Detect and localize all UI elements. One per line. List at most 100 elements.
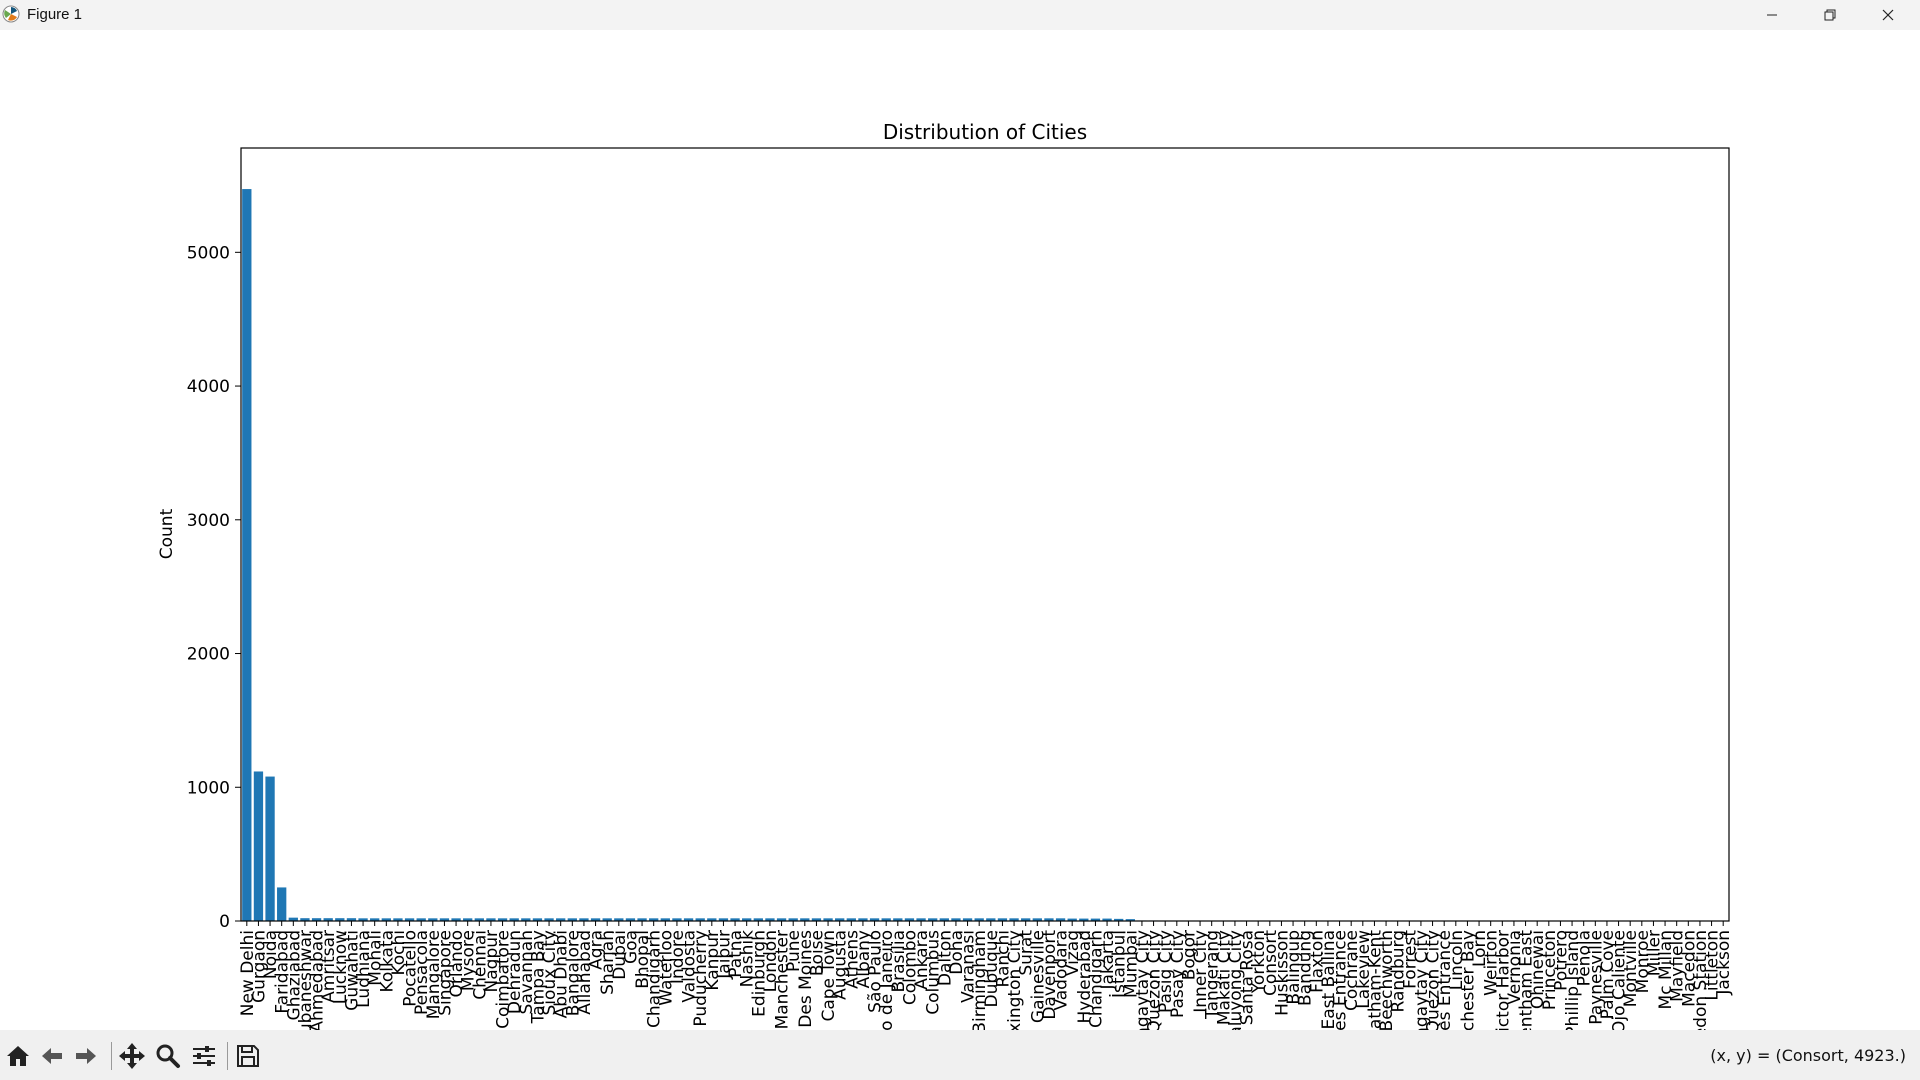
bar-28 [567,918,577,921]
x-tick-label: Chennai [470,930,490,1000]
x-tick-label: Allahabad [575,930,595,1015]
x-tick-label: Winchester Bay [1458,930,1478,1030]
x-tick-label: Patna [726,930,746,978]
x-tick-label: Mohali [366,930,386,986]
x-tick-label: Valdosta [680,930,700,1003]
minimize-button[interactable] [1743,0,1801,30]
bar-68 [1032,918,1042,921]
x-tick-label: Columbus [924,930,944,1015]
x-tick-label: Yorkton [1249,930,1269,994]
bar-55 [881,918,891,921]
x-tick-label: Amritsar [319,930,339,1003]
bar-57 [904,918,915,921]
forward-button[interactable] [72,1042,100,1070]
bar-20 [474,918,484,921]
bar-21 [486,918,496,921]
x-tick-label: Lucknow [331,930,351,1004]
x-tick-label: Montville [1621,930,1641,1007]
close-button[interactable] [1859,0,1917,30]
x-tick-label: Gainesville [1028,930,1048,1023]
x-tick-label: Jackson [1714,930,1734,996]
x-tick-label: Tangerang [1203,930,1223,1020]
back-button[interactable] [38,1042,66,1070]
toolbar-separator [227,1042,228,1070]
bar-69 [1044,918,1054,921]
x-tick-label: Bandung [1296,930,1316,1006]
x-tick-label: Pasay City [1168,930,1188,1018]
x-tick-label: Dubai [610,930,630,980]
x-tick-label: Vadodara [1052,930,1072,1011]
bar-58 [916,918,926,921]
bar-32 [614,918,624,921]
x-tick-label: Singapore [435,930,455,1016]
window-title-bar: Figure 1 [0,0,1920,30]
x-tick-label: Beechworth [1377,930,1397,1030]
bar-47 [788,918,798,921]
x-tick-label: Coimbatore [494,930,514,1029]
x-tick-label: Victor Harbor [1493,930,1513,1030]
bar-72 [1079,918,1089,921]
x-tick-label: Pune [784,930,804,972]
x-tick-label: Manchester [773,930,793,1029]
x-tick-label: Varanasi [959,930,979,1003]
bar-60 [939,918,949,921]
x-tick-label: Edinburgh [749,930,769,1017]
x-tick-label: Lakes Entrance [1435,930,1455,1030]
close-icon [1882,9,1894,21]
x-tick-label: Phillip Island [1563,930,1583,1030]
x-tick-label: Doha [947,930,967,975]
x-tick-label: Cape Town [819,930,839,1022]
x-tick-label: São Paulo [866,930,886,1013]
x-tick-label: Balingup [1284,930,1304,1005]
pan-icon [119,1043,145,1069]
x-tick-label: Davenport [1040,930,1060,1020]
x-tick-label: Mayfield [1668,930,1688,1002]
bar-18 [451,918,461,921]
x-tick-label: Sioux City [540,930,560,1015]
x-tick-label: Indore [668,930,688,984]
x-tick-label: New Delhi [238,930,258,1016]
bar-38 [683,918,694,921]
bar-7 [323,918,333,921]
x-tick-label: Jaipur [714,930,734,980]
x-tick-label: Inner City [1191,930,1211,1013]
x-tick-label: Lexington City [1005,930,1025,1030]
x-tick-label: Bhopal [633,930,653,989]
bar-27 [556,918,566,921]
x-tick-label: Ranchi [993,930,1013,987]
x-tick-label: Lincoln [1447,930,1467,990]
bar-50 [823,918,833,921]
x-tick-label: Quezon City [1424,930,1444,1030]
x-tick-label: Weirton [1482,930,1502,996]
bar-34 [637,918,647,921]
bar-66 [1009,918,1019,921]
navigation-toolbar: (x, y) = (Consort, 4923.) [0,1030,1920,1080]
x-tick-label: Birmingham [970,930,990,1030]
x-tick-label: Dubuque [982,930,1002,1007]
restore-button[interactable] [1801,0,1859,30]
restore-icon [1824,9,1836,21]
bar-76 [1125,919,1135,921]
zoom-button[interactable] [154,1042,182,1070]
home-button[interactable] [4,1042,32,1070]
bar-59 [928,918,938,921]
x-tick-label: Bangalore [563,930,583,1016]
figure-canvas[interactable]: 0 1000 2000 3000 4000 5000 New Delhi Gurgaon No… [0,30,1920,1080]
bar-54 [869,918,880,921]
save-icon [237,1045,259,1067]
bar-40 [707,918,717,921]
x-tick-label: Makati City [1214,930,1234,1025]
x-tick-label: Rio de Janeiro [877,930,897,1030]
bar-61 [951,918,961,921]
x-tick-label: Ohinewai [1528,930,1548,1009]
x-tick-label: Sharjah [598,930,618,995]
x-tick-label: Mc Millan [1656,930,1676,1009]
configure-subplots-button[interactable] [190,1042,218,1070]
pan-button[interactable] [118,1042,146,1070]
save-button[interactable] [234,1042,262,1070]
x-tick-label: Dehradun [505,930,525,1014]
chart-title: Distribution of Cities [883,120,1087,144]
x-tick-label: Santa Rosa [1238,930,1258,1025]
x-axis-ticks: New DelhiGurgaonNoidaFaridabadGhaziabadB… [238,921,1734,1080]
x-tick-label: Potrero [1551,930,1571,991]
